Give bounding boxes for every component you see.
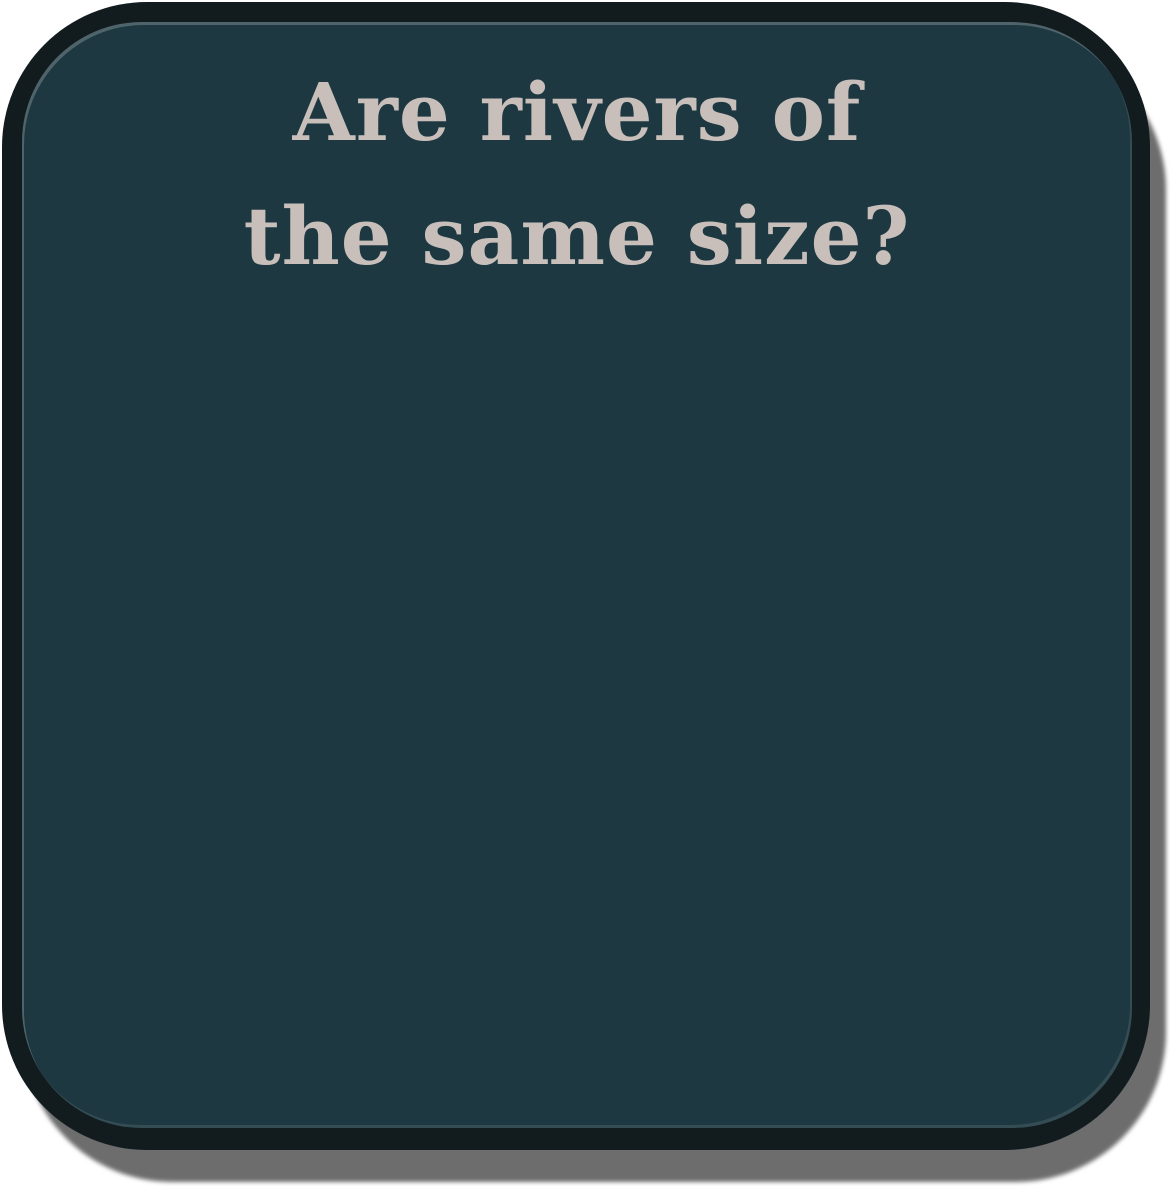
card-title: Are rivers of the same size? — [22, 50, 1132, 298]
card-face[interactable]: Are rivers of the same size? — [22, 22, 1132, 1128]
card-title-line-1: Are rivers of — [292, 65, 862, 159]
card-title-line-2: the same size? — [243, 189, 911, 283]
card-frame[interactable]: Are rivers of the same size? — [2, 2, 1150, 1150]
